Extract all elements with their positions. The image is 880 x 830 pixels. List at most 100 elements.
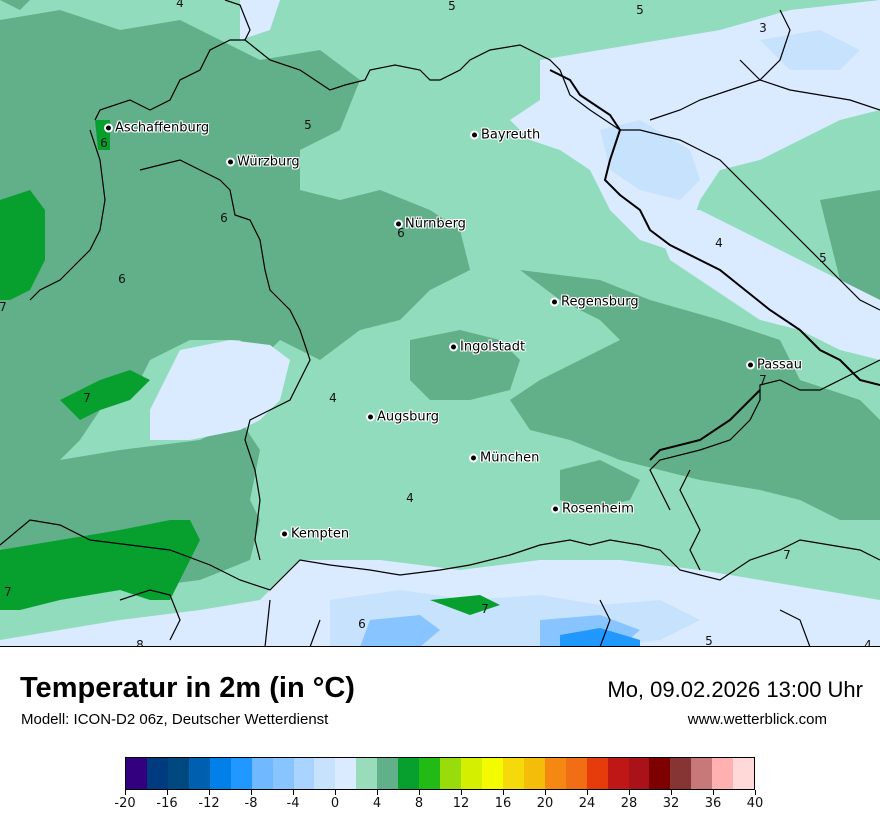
isotherm-label: 7 <box>481 602 489 616</box>
city-dot-icon <box>746 360 755 370</box>
isotherm-label: 5 <box>304 118 312 132</box>
city-dot-icon <box>226 157 235 167</box>
colorbar-segment <box>607 758 629 789</box>
colorbar-tick-label: 0 <box>330 796 340 811</box>
city-label: Augsburg <box>377 409 440 425</box>
colorbar-segment <box>544 758 566 789</box>
city-label: Passau <box>757 357 802 373</box>
isotherm-label: 4 <box>864 638 872 647</box>
colorbar-tick-label: 40 <box>746 796 764 811</box>
isotherm-label: 7 <box>4 585 12 599</box>
colorbar-ticks: -20 -16 -12 -8 -4 0 4 8 12 16 20 24 28 32 36 40 <box>114 790 763 820</box>
colorbar-tick-mark <box>125 790 126 795</box>
isotherm-label: 6 <box>220 211 228 225</box>
city-label: Rosenheim <box>562 501 634 517</box>
city-marker: Kempten <box>280 527 349 542</box>
city-marker: Nürnberg <box>394 217 466 232</box>
city-dot-icon <box>449 342 458 352</box>
city-label: Regensburg <box>561 294 639 310</box>
colorbar-segment <box>691 758 713 789</box>
colorbar-tick-mark <box>251 790 252 795</box>
website-link[interactable]: www.wetterblick.com <box>687 711 827 728</box>
colorbar-segment <box>733 758 755 789</box>
colorbar-tick-label: 28 <box>620 796 638 811</box>
isotherm-label: 6 <box>397 226 405 240</box>
colorbar-tick-label: -12 <box>198 796 220 811</box>
colorbar-tick-mark <box>461 790 462 795</box>
colorbar-segment <box>188 758 210 789</box>
colorbar-tick-label: 24 <box>578 796 596 811</box>
colorbar-segment <box>314 758 336 789</box>
colorbar-segment <box>586 758 608 789</box>
isotherm-label: 7 <box>759 373 767 387</box>
city-label: Kempten <box>291 526 350 542</box>
colorbar-tick-mark <box>755 790 756 795</box>
isotherm-label: 7 <box>783 548 791 562</box>
isotherm-label: 3 <box>759 21 767 35</box>
colorbar-tick-mark <box>713 790 714 795</box>
isotherm-label: 5 <box>705 634 713 647</box>
colorbar-segment <box>523 758 545 789</box>
isotherm-label: 5 <box>636 3 644 17</box>
colorbar-segment <box>649 758 671 789</box>
temperature-map[interactable]: 4 5 5 3 5 6 6 6 4 5 6 7 7 4 7 4 7 7 7 6 8 5 4 Aschaffenburg Wür… <box>0 0 880 647</box>
city-label: Würzburg <box>237 154 300 170</box>
city-label: München <box>480 450 540 466</box>
colorbar-segment <box>481 758 503 789</box>
colorbar-tick-mark <box>587 790 588 795</box>
forecast-datetime: Mo, 09.02.2026 13:00 Uhr <box>607 677 863 702</box>
city-label: Bayreuth <box>481 127 541 143</box>
colorbar-segment <box>251 758 273 789</box>
colorbar-segment <box>146 758 168 789</box>
city-dot-icon <box>551 504 560 514</box>
city-marker: Bayreuth <box>470 128 540 143</box>
city-marker: Rosenheim <box>551 502 634 517</box>
city-marker: Würzburg <box>226 155 300 170</box>
chart-title: Temperatur in 2m (in °C) <box>20 672 355 704</box>
colorbar-segment <box>377 758 399 789</box>
colorbar-segment <box>230 758 252 789</box>
city-dot-icon <box>550 297 559 307</box>
colorbar-segment <box>628 758 650 789</box>
colorbar-segment <box>502 758 524 789</box>
colorbar-segment <box>419 758 441 789</box>
city-marker: Passau <box>746 358 802 373</box>
isotherm-label: 6 <box>358 617 366 631</box>
colorbar-tick-mark <box>671 790 672 795</box>
colorbar-tick-label: -20 <box>114 796 136 811</box>
city-marker: Regensburg <box>550 295 639 310</box>
colorbar-tick-label: 20 <box>536 796 554 811</box>
colorbar-segment <box>440 758 461 789</box>
colorbar-tick-mark <box>629 790 630 795</box>
colorbar-tick-mark <box>293 790 294 795</box>
city-label: Aschaffenburg <box>115 120 210 136</box>
city-marker: Aschaffenburg <box>104 121 209 136</box>
isotherm-label: 4 <box>176 0 184 10</box>
isotherm-label: 6 <box>118 272 126 286</box>
colorbar-segment <box>712 758 734 789</box>
colorbar-segment <box>126 758 147 789</box>
colorbar-tick-label: -4 <box>286 796 300 811</box>
colorbar-segment <box>272 758 294 789</box>
temperature-colorbar <box>125 757 755 790</box>
isotherm-label: 5 <box>448 0 456 13</box>
isotherm-label: 5 <box>819 251 827 265</box>
city-label: Ingolstadt <box>460 339 526 355</box>
isotherm-label: 7 <box>0 300 7 314</box>
isotherm-label: 4 <box>715 236 723 250</box>
colorbar-tick-mark <box>377 790 378 795</box>
colorbar-segment <box>565 758 587 789</box>
colorbar-segment <box>209 758 231 789</box>
colorbar-tick-label: 32 <box>662 796 680 811</box>
colorbar-segment <box>398 758 420 789</box>
colorbar-tick-label: 12 <box>452 796 470 811</box>
isotherm-label: 8 <box>136 638 144 647</box>
city-dot-icon <box>280 529 289 539</box>
colorbar-tick-mark <box>503 790 504 795</box>
temperature-field <box>0 0 880 646</box>
colorbar-tick-label: -16 <box>156 796 178 811</box>
city-label: Nürnberg <box>405 216 466 232</box>
colorbar-tick-label: 4 <box>372 796 382 811</box>
city-marker: Augsburg <box>366 410 439 425</box>
colorbar-tick-label: 8 <box>414 796 424 811</box>
